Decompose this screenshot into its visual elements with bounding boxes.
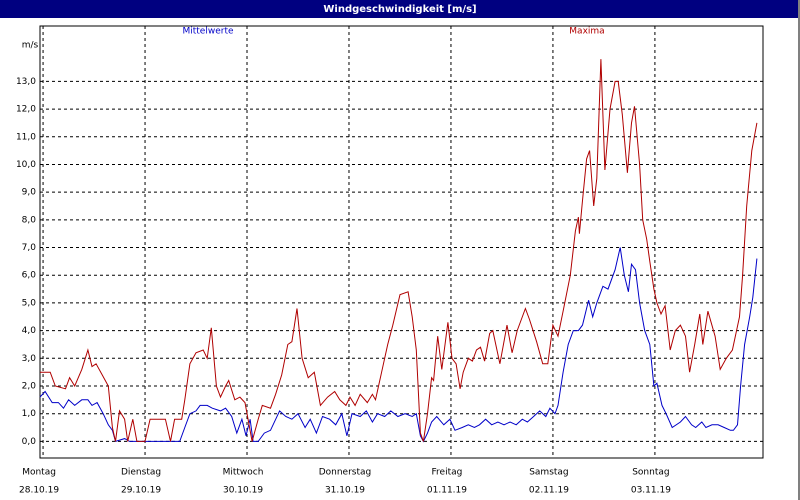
legend-label: Mittelwerte xyxy=(182,27,233,37)
y-tick-label: 4,0 xyxy=(22,326,37,336)
y-tick-label: 10,0 xyxy=(16,160,36,170)
y-tick-label: 13,0 xyxy=(16,77,36,87)
x-tick-date: 28.10.19 xyxy=(19,486,59,496)
x-tick-date: 30.10.19 xyxy=(223,486,263,496)
title-bar xyxy=(0,0,800,18)
y-tick-label: 6,0 xyxy=(22,271,37,281)
y-unit-label: m/s xyxy=(22,41,39,51)
y-tick-label: 11,0 xyxy=(16,132,36,142)
series-line xyxy=(40,59,758,442)
y-tick-label: 0,0 xyxy=(22,437,37,447)
y-tick-label: 5,0 xyxy=(22,298,37,308)
x-tick-date: 29.10.19 xyxy=(121,486,161,496)
chart-title: Windgeschwindigkeit [m/s] xyxy=(323,4,476,15)
y-tick-label: 9,0 xyxy=(22,188,37,198)
x-tick-label: Montag xyxy=(22,468,56,478)
y-tick-label: 12,0 xyxy=(16,105,36,115)
plot-frame xyxy=(39,25,764,459)
x-tick-label: Freitag xyxy=(432,468,463,478)
x-tick-date: 02.11.19 xyxy=(529,486,569,496)
x-tick-date: 03.11.19 xyxy=(631,486,671,496)
x-tick-date: 01.11.19 xyxy=(427,486,467,496)
window-edge xyxy=(798,0,800,500)
y-tick-label: 8,0 xyxy=(22,215,37,225)
x-tick-label: Dienstag xyxy=(121,468,161,478)
x-tick-label: Samstag xyxy=(529,468,568,478)
x-tick-label: Donnerstag xyxy=(319,468,372,478)
legend-label: Maxima xyxy=(569,27,604,37)
x-tick-label: Mittwoch xyxy=(223,468,264,478)
y-tick-label: 1,0 xyxy=(22,409,37,419)
y-tick-label: 3,0 xyxy=(22,354,37,364)
x-tick-label: Sonntag xyxy=(632,468,669,478)
y-tick-label: 2,0 xyxy=(22,382,37,392)
x-tick-date: 31.10.19 xyxy=(325,486,365,496)
series-line xyxy=(39,247,758,443)
y-tick-label: 7,0 xyxy=(22,243,37,253)
